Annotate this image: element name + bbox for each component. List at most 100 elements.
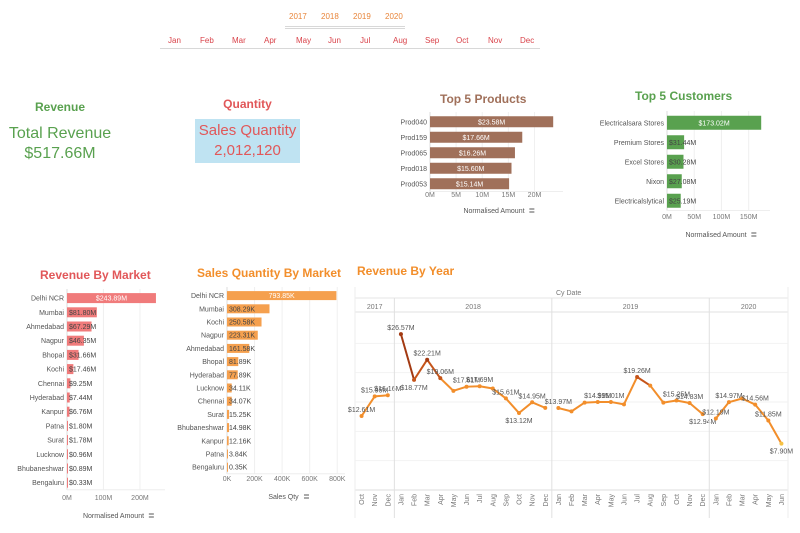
revenuebymarket-data-label: $46.35M (69, 338, 96, 345)
salesqtybymarket-tick-label: 400K (274, 476, 291, 483)
month-filter-item[interactable]: Feb (200, 36, 214, 45)
revenue-data-label: $12.94M (689, 419, 716, 426)
revenue-point (412, 377, 417, 382)
revenue-point (477, 384, 482, 389)
revenue-point (726, 400, 731, 405)
revenue-point (503, 396, 508, 401)
revenuebymarket-bar (67, 435, 68, 446)
top5products-tick-label: 15M (502, 192, 516, 199)
month-filter-item[interactable]: Jan (168, 36, 181, 45)
revenuebymarket-data-label: $7.44M (69, 395, 93, 402)
revenue-point (595, 400, 600, 405)
revenue-data-label: $22.21M (414, 351, 441, 358)
revenue-data-label: $15.61M (492, 389, 519, 396)
revenue-point (556, 406, 561, 411)
salesqtybymarket-bar (227, 449, 228, 459)
revenuebymarket-category-label: Bhopal (42, 352, 64, 359)
top5customers-category-label: Nixon (646, 179, 664, 186)
revenuebymarket-category-label: Surat (47, 438, 64, 445)
salesqtybymarket-category-label: Ahmedabad (186, 346, 224, 353)
salesqtybymarket-data-label: 3.84K (229, 452, 248, 459)
top5customers-data-label: $27.08M (669, 179, 696, 186)
month-filter-item[interactable]: May (296, 36, 312, 45)
month-tick-label: Feb (569, 494, 576, 506)
revenue-line-segment (558, 407, 572, 413)
revenue-by-market-title: Revenue By Market (40, 268, 151, 282)
top5products-bar (430, 131, 523, 143)
month-filter-item[interactable]: Aug (393, 36, 408, 45)
top5customers-data-label: $30.28M (669, 159, 696, 166)
revenue-line-segment (636, 376, 651, 387)
year-filter-item[interactable]: 2018 (321, 12, 339, 21)
month-filter-item[interactable]: Dec (520, 36, 535, 45)
year-filter-item[interactable]: 2020 (385, 12, 403, 21)
month-filter-item[interactable]: Jun (328, 36, 341, 45)
top5products-category-label: Prod040 (401, 119, 428, 126)
month-filter-item[interactable]: Apr (264, 36, 277, 45)
month-tick-label: Mar (582, 493, 589, 506)
revenuebymarket-data-label: $9.25M (69, 381, 93, 388)
revenue-line-segment (453, 385, 467, 392)
month-filter: Jan Feb Mar Apr May Jun Jul Aug Sep Oct … (160, 34, 540, 49)
revenue-line-segment (584, 401, 598, 404)
sort-icon: ≣ (528, 206, 535, 215)
salesqtybymarket-data-label: 308.29K (229, 306, 255, 313)
month-tick-label: Jun (621, 494, 628, 505)
month-tick-label: Dec (385, 494, 392, 507)
year-filter-item[interactable]: 2019 (353, 12, 371, 21)
revenue-line-segment (676, 399, 690, 404)
top5products-category-label: Prod159 (401, 135, 428, 142)
quantity-kpi-value: 2,012,120 (214, 142, 281, 159)
revenuebymarket-data-label: $0.96M (69, 452, 93, 459)
top5products-data-label: $15.60M (457, 166, 484, 173)
month-tick-label: Jun (464, 494, 471, 505)
revenue-data-label: $19.26M (623, 368, 650, 375)
revenue-kpi-label: Total Revenue (8, 125, 112, 142)
month-tick-label: Jan (398, 494, 405, 505)
month-filter-item[interactable]: Sep (425, 36, 440, 45)
revenue-line-segment (531, 401, 546, 409)
revenue-point (569, 409, 574, 414)
revenue-point (464, 384, 469, 389)
revenue-point (687, 400, 692, 405)
salesqtybymarket-data-label: 0.35K (229, 465, 248, 472)
month-tick-label: Nov (530, 494, 537, 507)
revenue-point (398, 332, 403, 337)
month-filter-item[interactable]: Oct (456, 36, 469, 45)
salesqtybymarket-bar (227, 462, 228, 472)
revenuebymarket-tick-label: 200M (131, 495, 149, 502)
salesqtybymarket-category-label: Bengaluru (192, 465, 224, 472)
year-filter-item[interactable]: 2017 (289, 12, 307, 21)
month-tick-label: Sep (661, 494, 668, 507)
salesqtybymarket-bar (227, 304, 270, 314)
revenue-line-segment (754, 403, 770, 422)
month-tick-label: Dec (700, 494, 707, 507)
revenuebymarket-bar (67, 392, 70, 403)
line-chart-header: Cy Date (556, 290, 581, 297)
top5products-tick-label: 10M (475, 192, 489, 199)
month-tick-label: Jan (713, 494, 720, 505)
month-filter-item[interactable]: Nov (488, 36, 503, 45)
revenue-line-segment (439, 377, 455, 392)
month-filter-item[interactable]: Mar (232, 36, 246, 45)
revenue-data-label: $16.16M (374, 386, 401, 393)
revenuebymarket-bar (67, 449, 68, 460)
month-tick-label: Apr (753, 493, 760, 505)
revenue-line-segment (610, 400, 625, 406)
revenue-line-segment (649, 384, 665, 404)
revenue-line-segment (374, 394, 388, 398)
salesqtybymarket-bar (227, 409, 230, 419)
month-filter-item[interactable]: Jul (360, 36, 371, 45)
revenue-point (635, 375, 640, 380)
revenue-point (674, 398, 679, 403)
salesqtybymarket-category-label: Delhi NCR (191, 293, 224, 300)
salesqtybymarket-bar (227, 343, 250, 353)
salesqtybymarket-data-label: 161.58K (229, 346, 255, 353)
top-customers-title: Top 5 Customers (635, 89, 733, 103)
top5customers-bar (667, 174, 682, 189)
revenuebymarket-bar (67, 293, 156, 304)
revenuebymarket-data-label: $17.46M (69, 367, 96, 374)
year-filter: 2017 2018 2019 2020 (285, 10, 405, 29)
top5customers-bar (667, 115, 762, 130)
month-tick-label: Oct (359, 494, 366, 505)
